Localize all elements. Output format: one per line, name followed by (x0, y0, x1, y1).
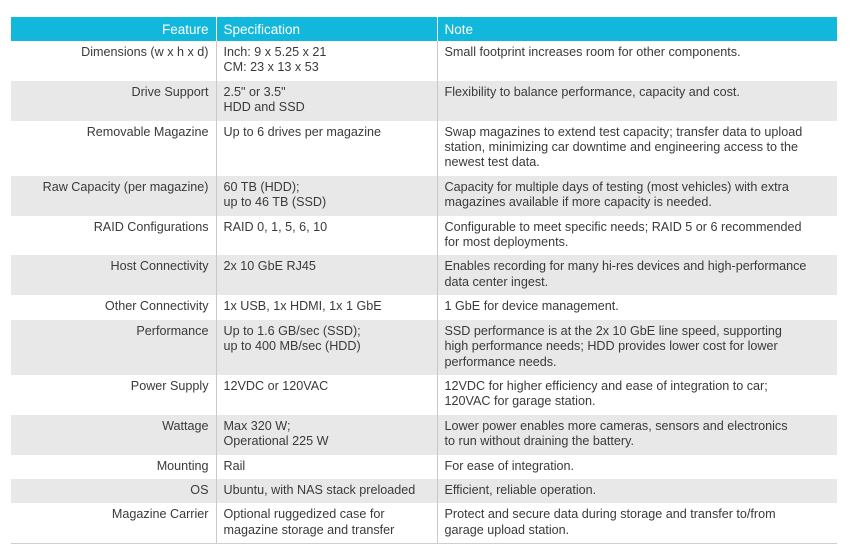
table-row: Drive Support 2.5" or 3.5" HDD and SSD Fle… (11, 80, 837, 121)
feature-cell: Wattage (11, 414, 217, 455)
table-row: Wattage Max 320 W; Operational 225 W Lower… (11, 414, 837, 455)
note-cell: Protect and secure data during storage a… (437, 503, 837, 545)
table-row: Magazine Carrier Optional ruggedized case… (11, 503, 837, 545)
note-cell: Flexibility to balance performance, capa… (437, 80, 837, 121)
table-row: Raw Capacity (per magazine) 60 TB (HDD); … (11, 175, 837, 216)
spec-cell: RAID 0, 1, 5, 6, 10 (216, 215, 438, 256)
table-row: Removable Magazine Up to 6 drives per mag… (11, 120, 837, 176)
spec-cell: Ubuntu, with NAS stack preloaded (216, 478, 438, 504)
table-body: Dimensions (w x h x d) Inch: 9 x 5.25 x 2… (11, 41, 837, 545)
spec-cell: 1x USB, 1x HDMI, 1x 1 GbE (216, 295, 438, 320)
table-row: Dimensions (w x h x d) Inch: 9 x 5.25 x 2… (11, 41, 837, 81)
header-row: Feature Specification Note (11, 17, 837, 41)
feature-cell: Raw Capacity (per magazine) (11, 175, 217, 216)
spec-cell: 12VDC or 120VAC (216, 374, 438, 415)
note-cell: Enables recording for many hi-res device… (437, 255, 837, 296)
feature-cell: RAID Configurations (11, 215, 217, 256)
feature-cell: Mounting (11, 454, 217, 479)
spec-table-container: Feature Specification Note Dimensions (w… (11, 17, 837, 545)
feature-cell: Performance (11, 319, 217, 375)
feature-cell: Power Supply (11, 374, 217, 415)
note-cell: Lower power enables more cameras, sensor… (437, 414, 837, 455)
table-row: Performance Up to 1.6 GB/sec (SSD); up to… (11, 319, 837, 375)
note-cell: Configurable to meet specific needs; RAI… (437, 215, 837, 256)
feature-cell: Magazine Carrier (11, 503, 217, 545)
header-specification: Specification (216, 17, 438, 41)
feature-cell: Host Connectivity (11, 255, 217, 296)
note-cell: SSD performance is at the 2x 10 GbE line… (437, 319, 837, 375)
spec-cell: Max 320 W; Operational 225 W (216, 414, 438, 455)
feature-cell: Removable Magazine (11, 120, 217, 176)
spec-cell: Optional ruggedized case for magazine st… (216, 503, 438, 545)
table-row: Other Connectivity 1x USB, 1x HDMI, 1x 1 … (11, 295, 837, 320)
table-row: Host Connectivity 2x 10 GbE RJ45 Enables r… (11, 255, 837, 296)
feature-cell: Drive Support (11, 80, 217, 121)
note-cell: 1 GbE for device management. (437, 295, 837, 320)
note-cell: Swap magazines to extend test capacity; … (437, 120, 837, 176)
spec-cell: Up to 6 drives per magazine (216, 120, 438, 176)
table-row: OS Ubuntu, with NAS stack preloaded Effici… (11, 478, 837, 504)
table-row: Mounting Rail For ease of integration. (11, 454, 837, 479)
spec-cell: 2x 10 GbE RJ45 (216, 255, 438, 296)
note-cell: Efficient, reliable operation. (437, 478, 837, 504)
note-cell: For ease of integration. (437, 454, 837, 479)
table-row: RAID Configurations RAID 0, 1, 5, 6, 10 Co… (11, 215, 837, 256)
header-note: Note (437, 17, 837, 41)
spec-cell: Up to 1.6 GB/sec (SSD); up to 400 MB/sec… (216, 319, 438, 375)
spec-table: Feature Specification Note Dimensions (w… (11, 17, 837, 545)
feature-cell: Dimensions (w x h x d) (11, 41, 217, 81)
spec-cell: 60 TB (HDD); up to 46 TB (SSD) (216, 175, 438, 216)
note-cell: Small footprint increases room for other… (437, 41, 837, 81)
note-cell: 12VDC for higher efficiency and ease of … (437, 374, 837, 415)
feature-cell: Other Connectivity (11, 295, 217, 320)
table-row: Power Supply 12VDC or 120VAC 12VDC for hig… (11, 374, 837, 415)
feature-cell: OS (11, 478, 217, 504)
spec-cell: Rail (216, 454, 438, 479)
header-feature: Feature (11, 17, 217, 41)
spec-cell: Inch: 9 x 5.25 x 21 CM: 23 x 13 x 53 (216, 41, 438, 81)
spec-cell: 2.5" or 3.5" HDD and SSD (216, 80, 438, 121)
note-cell: Capacity for multiple days of testing (m… (437, 175, 837, 216)
